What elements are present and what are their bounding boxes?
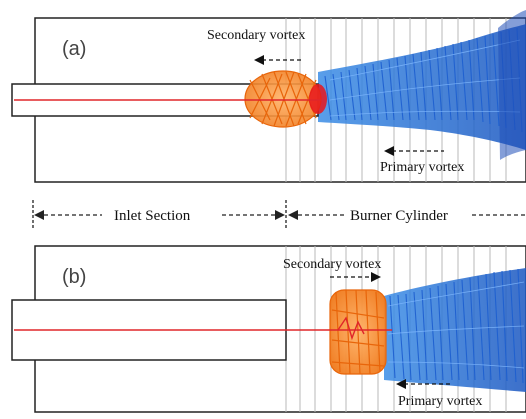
panel-a-letter: (a) xyxy=(62,38,86,60)
panel-b-secondary-vortex-label: Secondary vortex xyxy=(283,257,381,272)
panel-a-secondary-vortex-label: Secondary vortex xyxy=(207,28,305,43)
panel-a-primary-vortex xyxy=(318,10,526,160)
panel-b-secondary-arrow xyxy=(330,272,381,282)
panel-a-primary-vortex-label: Primary vortex xyxy=(380,160,464,175)
panel-b-primary-vortex xyxy=(384,268,526,392)
section-dimension-line xyxy=(32,200,526,228)
panel-b: (b) Secondary vortex Primary vortex xyxy=(11,245,526,413)
panel-a-secondary-vortex xyxy=(244,70,327,128)
panel-b-primary-vortex-label: Primary vortex xyxy=(398,394,482,409)
inlet-section-label: Inlet Section xyxy=(114,208,191,224)
panel-a-secondary-arrow xyxy=(254,55,304,65)
panel-a-primary-arrow xyxy=(384,146,444,156)
burner-cylinder-label: Burner Cylinder xyxy=(350,208,448,224)
panel-b-axis-burst xyxy=(337,316,365,341)
panel-b-primary-arrow xyxy=(396,379,452,389)
panel-b-letter: (b) xyxy=(62,266,86,288)
panel-b-secondary-vortex xyxy=(329,289,387,375)
panel-a: (a) Secondary vortex Primary vortex xyxy=(11,10,526,183)
